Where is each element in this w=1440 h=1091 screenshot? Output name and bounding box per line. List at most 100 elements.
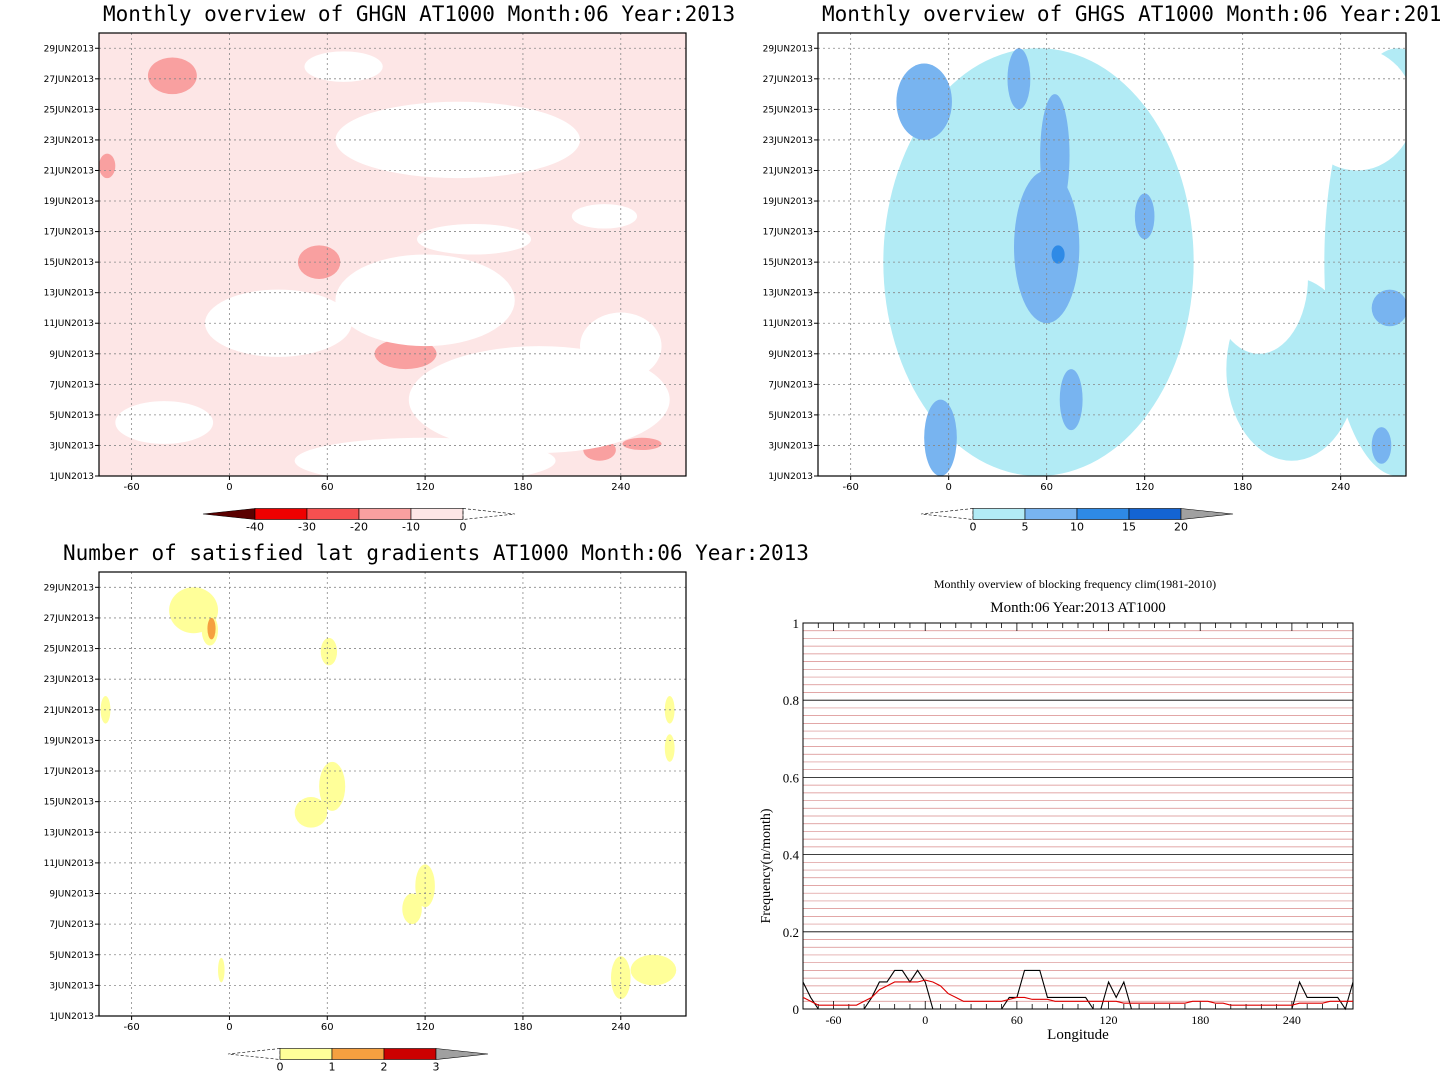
panel1-region-11 (115, 401, 214, 444)
panel2-ytick-label-9: 19JUN2013 (763, 197, 813, 207)
panel1-colorbar-box-2 (358, 508, 412, 520)
panel1-regions (99, 51, 670, 476)
panel3-colorbar-low-triangle (227, 1048, 281, 1060)
panel3-region-12 (630, 954, 677, 986)
panel1-ytick-label-12: 25JUN2013 (44, 105, 94, 115)
panel2-colorbar-label-1: 5 (1022, 521, 1029, 534)
panel2-colorbar-label-4: 20 (1174, 521, 1188, 534)
panel2-colorbar-high-triangle (1180, 508, 1234, 520)
panel3-region-10 (218, 957, 225, 983)
panel1-region-12 (294, 437, 556, 476)
panel2-frame (817, 32, 1407, 477)
panel1-ytick-label-10: 21JUN2013 (44, 166, 94, 176)
panel2-colorbar-label-0: 0 (970, 521, 977, 534)
panel2-ytick-label-14: 29JUN2013 (763, 44, 813, 54)
panel3-ytick-label-11: 23JUN2013 (44, 675, 94, 685)
panel2-ytick-label-1: 3JUN2013 (768, 441, 813, 451)
panel2-xtick-label-4: 180 (1233, 482, 1252, 493)
panel3-xtick-label-2: 60 (321, 1022, 334, 1033)
panel1-colorbar-box-1 (306, 508, 360, 520)
panel1-region-6 (304, 51, 383, 82)
panel2-ytick-label-4: 9JUN2013 (768, 350, 813, 360)
panel2-region-14 (1051, 245, 1065, 264)
panel3-xtick-label-1: 0 (226, 1022, 232, 1033)
panel2-colorbar-box-3 (1128, 508, 1182, 520)
panel2-ytick-label-6: 13JUN2013 (763, 289, 813, 299)
panel2-ytick-label-8: 17JUN2013 (763, 228, 813, 238)
panel1-region-0 (147, 57, 197, 95)
panel1-xtick-label-0: -60 (123, 482, 139, 493)
panel4-ylabel: Frequency(n/month) (759, 808, 774, 923)
panel1-colorbar-box-0 (254, 508, 308, 520)
panel2-region-7 (1040, 94, 1070, 217)
panel1-region-1 (99, 153, 116, 179)
panel2-xtick-label-2: 60 (1040, 482, 1053, 493)
panel3-colorbar-label-3: 3 (433, 1061, 440, 1074)
panel4-xtick-label-1: 0 (922, 1013, 928, 1027)
panel1-ytick-label-0: 1JUN2013 (49, 472, 94, 482)
panel4-series-line-0 (802, 969, 1354, 1011)
panel2-region-10 (1371, 289, 1406, 327)
panel2-ytick-label-10: 21JUN2013 (763, 166, 813, 176)
panel4-ytick-label-5: 1 (793, 616, 800, 631)
panel3-ytick-label-9: 19JUN2013 (44, 736, 94, 746)
panel3-ytick-label-12: 25JUN2013 (44, 645, 94, 655)
panel2-region-3 (1210, 201, 1308, 354)
panel4-ytick-label-3: 0.6 (783, 770, 800, 785)
panel1-ytick-label-2: 5JUN2013 (49, 411, 94, 421)
panel1-xtick-label-1: 0 (226, 482, 232, 493)
panel1-region-14 (416, 223, 532, 255)
panel2-ytick-label-13: 27JUN2013 (763, 75, 813, 85)
panel2-xtick-label-5: 240 (1331, 482, 1350, 493)
panel3-colorbar-high-triangle (435, 1048, 489, 1060)
panel3-region-9 (415, 864, 435, 908)
panel2-colorbar-box-2 (1076, 508, 1130, 520)
panel2-region-11 (1371, 427, 1392, 464)
panel4-xtick-label-2: 60 (1011, 1013, 1023, 1027)
panel4-ytick-label-0: 0 (793, 1002, 800, 1017)
panel1-colorbar-label-3: -10 (402, 521, 420, 534)
panel3-xtick-label-4: 180 (513, 1022, 532, 1033)
panel4-ytick-label-4: 0.8 (783, 693, 799, 708)
panel1-region-7 (335, 101, 581, 179)
panel2-region-8 (1059, 369, 1083, 431)
panel3-ytick-label-14: 29JUN2013 (44, 583, 94, 593)
panel2-colorbar-label-2: 10 (1070, 521, 1084, 534)
panel2-xtick-label-0: -60 (842, 482, 858, 493)
panel1-ytick-label-7: 15JUN2013 (44, 258, 94, 268)
panel1-region-13 (580, 312, 662, 380)
panel1-xtick-label-5: 240 (611, 482, 630, 493)
panel2-ytick-label-0: 1JUN2013 (768, 472, 813, 482)
panel3-colorbar-box-0 (279, 1048, 333, 1060)
panel4-ytick-label-1: 0.2 (783, 925, 799, 940)
panel3-region-5 (664, 734, 675, 762)
panel3-plot-background (99, 572, 686, 1016)
panel4-xtick-label-5: 240 (1283, 1013, 1301, 1027)
panel3-ytick-label-0: 1JUN2013 (49, 1012, 94, 1022)
panel4-xtick-label-0: -60 (826, 1013, 842, 1027)
panel3-ytick-label-13: 27JUN2013 (44, 614, 94, 624)
panel1-ytick-label-13: 27JUN2013 (44, 75, 94, 85)
panel3-ytick-label-8: 17JUN2013 (44, 767, 94, 777)
panel1-ytick-label-3: 7JUN2013 (49, 380, 94, 390)
panel3-colorbar-label-0: 0 (277, 1061, 284, 1074)
panel3-ytick-label-6: 13JUN2013 (44, 828, 94, 838)
panel3-region-7 (319, 761, 346, 811)
panel1-region-5 (622, 437, 662, 451)
panel3-ytick-label-10: 21JUN2013 (44, 706, 94, 716)
panel4-title: Monthly overview of blocking frequency c… (934, 577, 1216, 591)
panel4-subtitle: Month:06 Year:2013 AT1000 (990, 600, 1165, 616)
panel3-region-13 (207, 617, 216, 640)
panel1-ytick-label-9: 19JUN2013 (44, 197, 94, 207)
panel1-xtick-label-2: 60 (321, 482, 334, 493)
panel1-ytick-label-1: 3JUN2013 (49, 441, 94, 451)
panel1-ytick-label-4: 9JUN2013 (49, 350, 94, 360)
panel1-ytick-label-11: 23JUN2013 (44, 136, 94, 146)
panel3-title: Number of satisfied lat gradients AT1000… (63, 541, 809, 565)
panel2-ytick-label-7: 15JUN2013 (763, 258, 813, 268)
panel1-colorbar-label-1: -30 (298, 521, 316, 534)
panel1-title: Monthly overview of GHGN AT1000 Month:06… (103, 2, 736, 26)
panel1-frame (98, 32, 687, 477)
panel2-ytick-label-3: 7JUN2013 (768, 380, 813, 390)
panel1-ytick-label-6: 13JUN2013 (44, 289, 94, 299)
